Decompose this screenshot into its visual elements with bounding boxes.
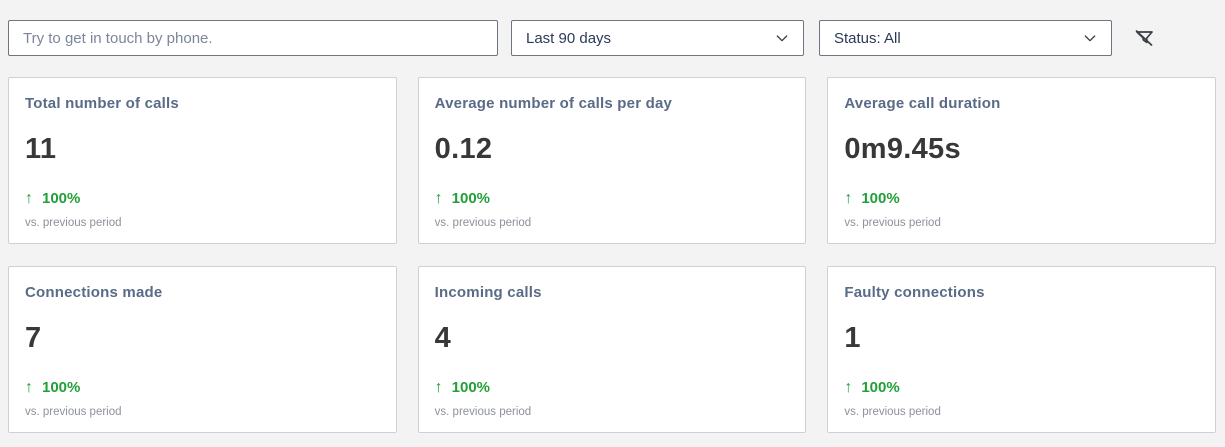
card-title: Average number of calls per day [434, 95, 673, 112]
card-delta: ↑ 100% [844, 379, 1199, 397]
stat-card-avg-calls-per-day: Average number of calls per day 0.12 ↑ 1… [417, 77, 807, 244]
delta-value: 100% [451, 190, 491, 207]
arrow-up-icon: ↑ [844, 190, 853, 207]
card-delta: ↑ 100% [844, 190, 1199, 208]
stat-card-incoming-calls: Incoming calls 4 ↑ 100% vs. previous per… [417, 266, 807, 433]
card-value: 0.12 [434, 133, 493, 165]
card-delta: ↑ 100% [435, 379, 790, 397]
search-input[interactable] [8, 20, 498, 56]
card-caption: vs. previous period [25, 406, 122, 418]
card-title: Connections made [25, 284, 163, 301]
arrow-up-icon: ↑ [844, 379, 853, 396]
card-title: Faulty connections [844, 284, 985, 301]
filter-off-icon [1135, 30, 1153, 46]
stat-card-total-calls: Total number of calls 11 ↑ 100% vs. prev… [8, 77, 397, 244]
card-value: 1 [844, 322, 861, 354]
filter-bar: Last 90 days Status: All [8, 20, 1216, 56]
chevron-down-icon [776, 35, 788, 42]
card-value: 0m9.45s [844, 133, 961, 165]
card-delta: ↑ 100% [435, 190, 790, 208]
card-caption: vs. previous period [434, 217, 532, 229]
chevron-down-icon [1084, 35, 1096, 42]
arrow-up-icon: ↑ [25, 190, 33, 207]
status-dropdown-value: Status: All [834, 29, 901, 47]
period-dropdown-value: Last 90 days [526, 29, 612, 47]
arrow-up-icon: ↑ [434, 190, 443, 207]
stat-card-connections-made: Connections made 7 ↑ 100% vs. previous p… [8, 266, 397, 433]
card-caption: vs. previous period [434, 406, 532, 418]
card-caption: vs. previous period [844, 217, 941, 229]
delta-value: 100% [451, 379, 491, 396]
card-value: 7 [25, 322, 42, 354]
stat-card-faulty-connections: Faulty connections 1 ↑ 100% vs. previous… [827, 266, 1216, 433]
card-value: 4 [434, 322, 452, 354]
period-dropdown[interactable]: Last 90 days [511, 20, 804, 56]
card-title: Incoming calls [434, 284, 542, 301]
arrow-up-icon: ↑ [25, 379, 33, 396]
card-delta: ↑ 100% [25, 379, 380, 397]
card-value: 11 [25, 133, 57, 165]
arrow-up-icon: ↑ [434, 379, 443, 396]
calls-dashboard: Last 90 days Status: All Total number of… [8, 20, 1216, 433]
stat-cards-grid: Total number of calls 11 ↑ 100% vs. prev… [8, 77, 1216, 433]
stat-card-avg-call-duration: Average call duration 0m9.45s ↑ 100% vs.… [827, 77, 1216, 244]
delta-value: 100% [861, 379, 900, 396]
clear-filter-button[interactable] [1131, 24, 1159, 52]
card-title: Average call duration [844, 95, 1001, 112]
card-delta: ↑ 100% [25, 190, 380, 208]
delta-value: 100% [42, 379, 81, 396]
card-caption: vs. previous period [844, 406, 941, 418]
card-title: Total number of calls [25, 95, 179, 112]
card-caption: vs. previous period [25, 217, 122, 229]
status-dropdown[interactable]: Status: All [819, 20, 1112, 56]
delta-value: 100% [42, 190, 81, 207]
delta-value: 100% [861, 190, 900, 207]
